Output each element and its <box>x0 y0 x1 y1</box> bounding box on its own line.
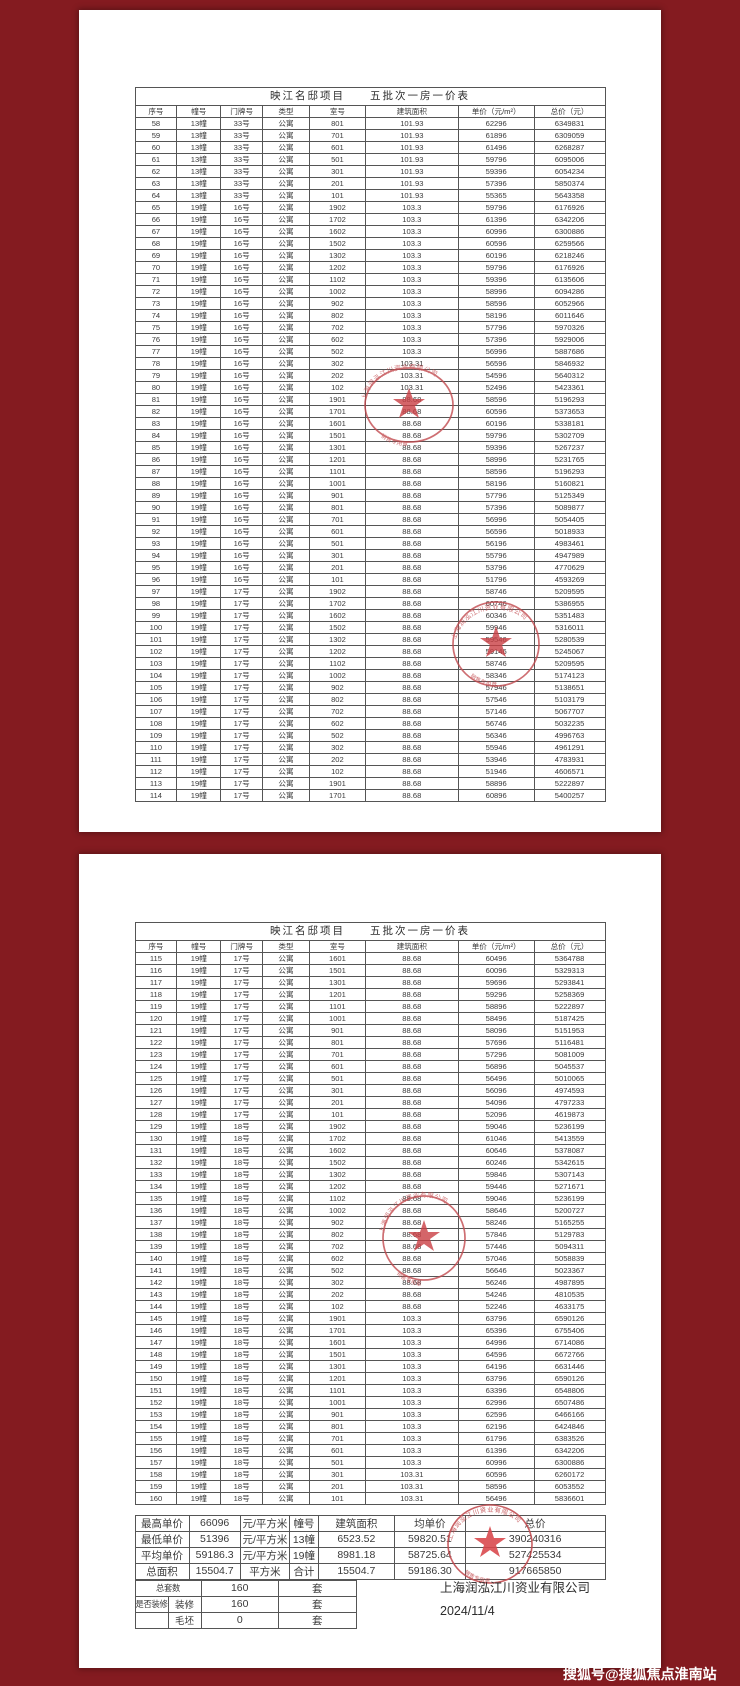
svg-text:上海润泓江川资业有限公司: 上海润泓江川资业有限公司 <box>377 1191 449 1234</box>
svg-text:上海润泓江川资业有限公司: 上海润泓江川资业有限公司 <box>359 364 439 401</box>
svg-text:销售专用章: 销售专用章 <box>469 672 498 689</box>
svg-text:销售专用章: 销售专用章 <box>395 1269 423 1288</box>
svg-text:销售专用章: 销售专用章 <box>379 432 408 448</box>
